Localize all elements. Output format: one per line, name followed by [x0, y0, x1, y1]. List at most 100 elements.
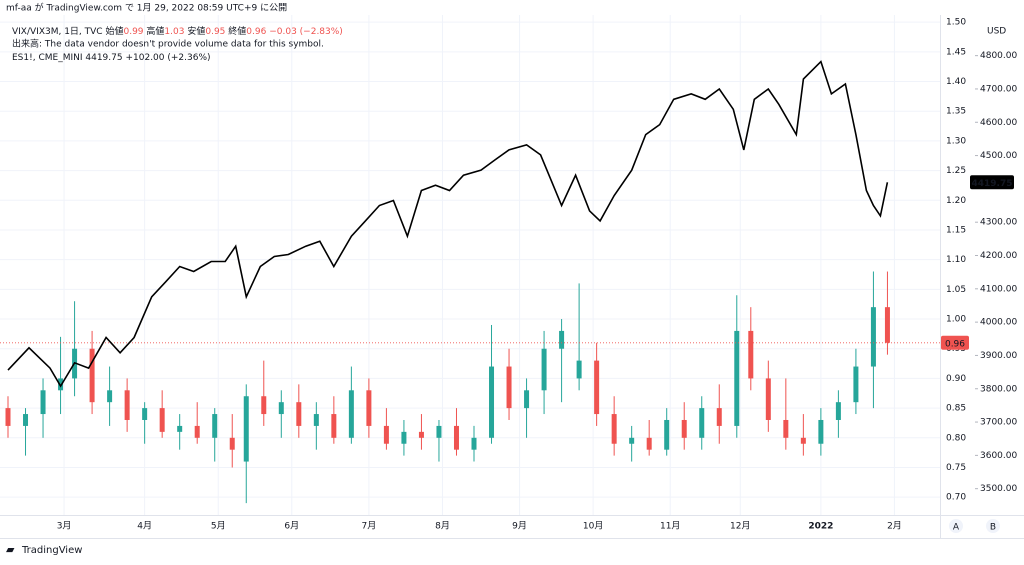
- candle-body: [524, 390, 530, 409]
- logo: ▰: [6, 543, 15, 556]
- candle-body: [212, 414, 218, 438]
- candle-body: [681, 419, 687, 438]
- y2-tick-label: 4600.00: [980, 118, 1017, 128]
- candle-body: [853, 366, 859, 403]
- y2-tick-label: 4500.00: [980, 151, 1017, 161]
- brand: TradingView: [21, 545, 82, 556]
- y2-tick-label: 3900.00: [980, 351, 1017, 361]
- candle-body: [89, 348, 95, 403]
- candle-body: [818, 419, 824, 444]
- x-tick-label: 5月: [211, 521, 226, 532]
- published: mf-aa が TradingView.com で 1月 29, 2022 08…: [6, 2, 287, 14]
- candle-body: [5, 408, 11, 426]
- symbol: ES1!, CME_MINI: [12, 53, 83, 63]
- y-tick-label: 0.75: [946, 463, 966, 473]
- x-tick-label: 8月: [435, 521, 450, 532]
- x-tick-label: 10月: [583, 521, 603, 532]
- candle-body: [142, 408, 148, 420]
- y2-tick-label: 4000.00: [980, 318, 1017, 328]
- change: +102.00 (+2.36%): [125, 53, 210, 63]
- candle-body: [646, 437, 652, 450]
- y-tick-label: 1.30: [946, 136, 966, 146]
- volume-note: 出来高: The data vendor doesn't provide vol…: [12, 38, 324, 50]
- scale-button[interactable]: B: [990, 523, 996, 533]
- candle-body: [835, 402, 841, 420]
- x-tick-label: 7月: [362, 521, 377, 532]
- candle-body: [489, 366, 495, 438]
- symbol: VIX/VIX3M, 1日, TVC: [12, 26, 103, 37]
- button[interactable]: [986, 519, 1000, 533]
- x-tick-label: 4月: [137, 521, 152, 532]
- candle-body: [177, 425, 183, 432]
- value: 1.03: [164, 27, 184, 37]
- candle-body: [40, 390, 46, 415]
- x-tick-label: 12月: [730, 521, 750, 532]
- candle-body: [783, 419, 789, 438]
- currency[interactable]: USD: [987, 27, 1006, 37]
- y2-tick-label: 3600.00: [980, 451, 1017, 461]
- y2-tick-label: 4200.00: [980, 251, 1017, 261]
- value: 4419.75: [85, 53, 122, 63]
- candle-body: [23, 414, 29, 426]
- value: 0.99: [123, 27, 143, 37]
- candle-body: [348, 390, 354, 438]
- candle-body: [664, 419, 670, 450]
- y-tick-label: 1.35: [946, 107, 966, 117]
- candle-body: [541, 348, 547, 391]
- price-tag-label: 0.96: [945, 339, 965, 349]
- y-tick-label: 1.00: [946, 315, 966, 325]
- y-tick-label: 1.05: [946, 285, 966, 295]
- y-tick-label: 0.70: [946, 493, 966, 503]
- price-tag: [970, 175, 1014, 190]
- candle-body: [471, 437, 477, 450]
- candle-body: [124, 390, 130, 420]
- candle-body: [611, 414, 617, 444]
- candle-body: [278, 402, 284, 415]
- marks: [0, 60, 940, 504]
- candle-body: [58, 378, 64, 391]
- candle-body: [107, 390, 113, 403]
- candle-body: [229, 437, 235, 450]
- y2-tick-label: 3800.00: [980, 384, 1017, 394]
- candle-body: [716, 408, 722, 426]
- button[interactable]: [949, 519, 963, 533]
- scale-button[interactable]: A: [953, 523, 960, 533]
- candle-body: [800, 437, 806, 444]
- y2-tick-label: 3500.00: [980, 484, 1017, 494]
- candle-body: [594, 360, 600, 415]
- candle-body: [383, 425, 389, 444]
- candle-body: [331, 414, 337, 438]
- candle-body: [261, 396, 267, 415]
- price-tag: [941, 335, 969, 350]
- candle-body: [194, 425, 200, 438]
- candle-body: [870, 307, 876, 367]
- y-tick-label: 1.25: [946, 166, 966, 176]
- x-tick-label: 3月: [57, 521, 72, 532]
- y2-tick-label: 3700.00: [980, 418, 1017, 428]
- candle-body: [734, 330, 740, 426]
- x-tick-label: 6月: [284, 521, 299, 532]
- x-tick-label: 2月: [887, 521, 902, 532]
- y2-tick-label: 4700.00: [980, 84, 1017, 94]
- candle-body: [559, 330, 565, 349]
- y-tick-label: 1.40: [946, 77, 966, 87]
- x-tick-label: 11月: [660, 521, 680, 532]
- y-tick-label: 1.15: [946, 225, 966, 235]
- candle-body: [418, 431, 424, 438]
- candle-body: [884, 307, 890, 343]
- label: 高値: [146, 25, 164, 37]
- candle-body: [366, 390, 372, 426]
- candle-body: [243, 396, 249, 462]
- value: 0.96: [246, 27, 266, 37]
- line-series: [7, 60, 889, 388]
- label: 安値: [187, 25, 205, 37]
- candle-body: [506, 366, 512, 409]
- candle-body: [436, 425, 442, 438]
- candle-body: [629, 437, 635, 444]
- y2-tick-label: 4300.00: [980, 218, 1017, 228]
- label: 終値: [228, 25, 246, 37]
- x-tick-label: 9月: [512, 521, 527, 532]
- y-tick-label: 1.45: [946, 47, 966, 57]
- candle-body: [453, 425, 459, 450]
